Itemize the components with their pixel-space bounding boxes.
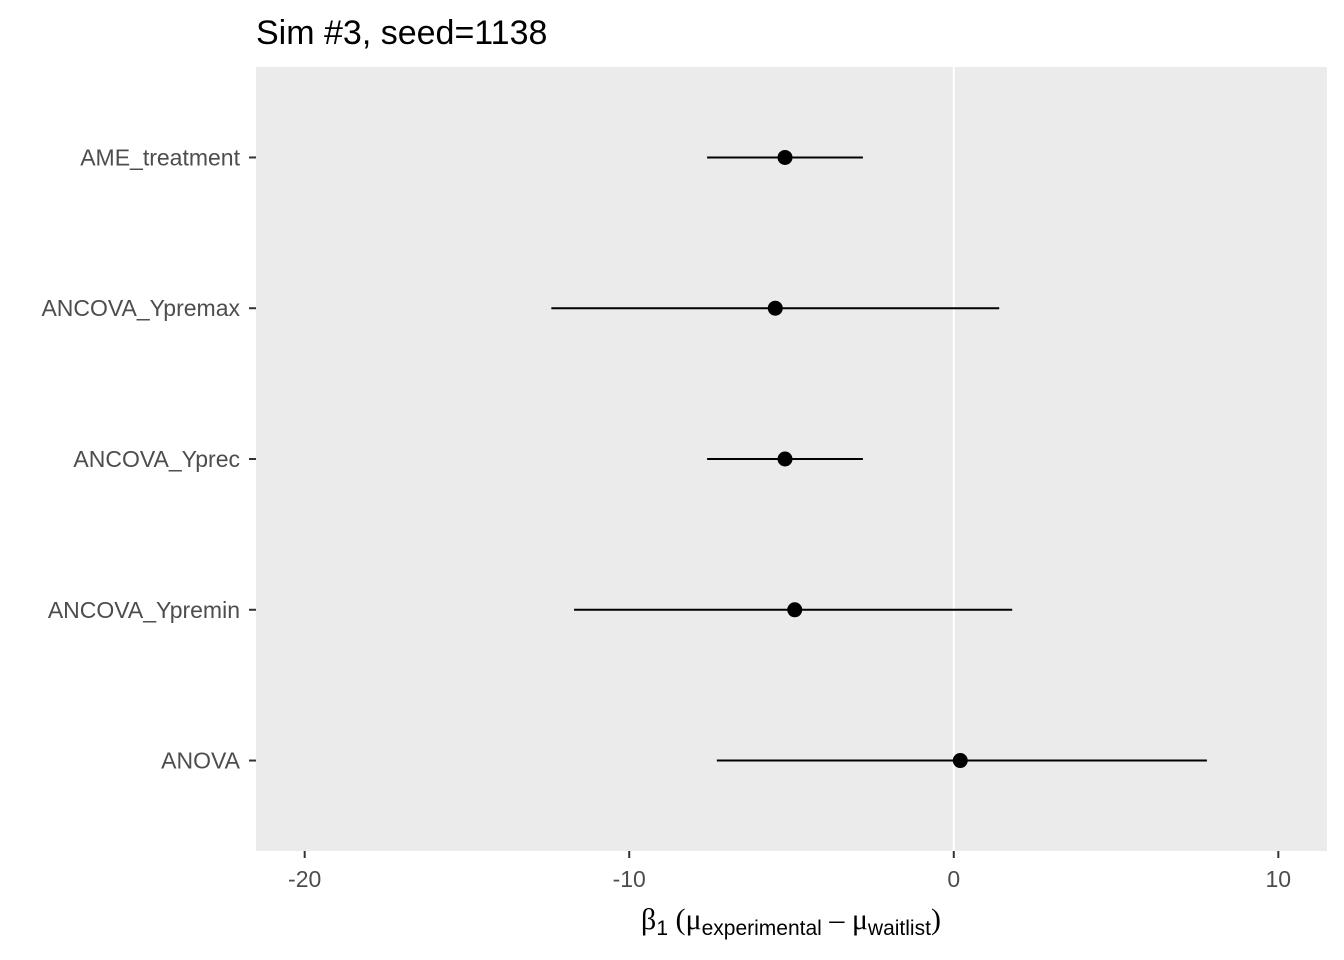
estimate-point xyxy=(952,753,968,769)
estimate-point xyxy=(787,602,803,618)
chart-title: Sim #3, seed=1138 xyxy=(256,14,547,52)
x-tick-label: -20 xyxy=(288,866,321,892)
estimate-point xyxy=(777,451,793,467)
y-tick-label: ANCOVA_Ypremin xyxy=(48,597,240,623)
x-tick-label: -10 xyxy=(613,866,646,892)
x-axis-label: β1 (μexperimental – μwaitlist) xyxy=(641,903,941,940)
x-tick-label: 10 xyxy=(1266,866,1292,892)
estimate-point xyxy=(767,300,783,316)
y-tick-label: ANOVA xyxy=(161,748,240,774)
y-tick-label: AME_treatment xyxy=(80,144,240,170)
y-tick-label: ANCOVA_Ypremax xyxy=(41,295,240,321)
y-tick-label: ANCOVA_Yprec xyxy=(73,446,240,472)
x-tick-label: 0 xyxy=(947,866,960,892)
estimate-point xyxy=(777,149,793,165)
